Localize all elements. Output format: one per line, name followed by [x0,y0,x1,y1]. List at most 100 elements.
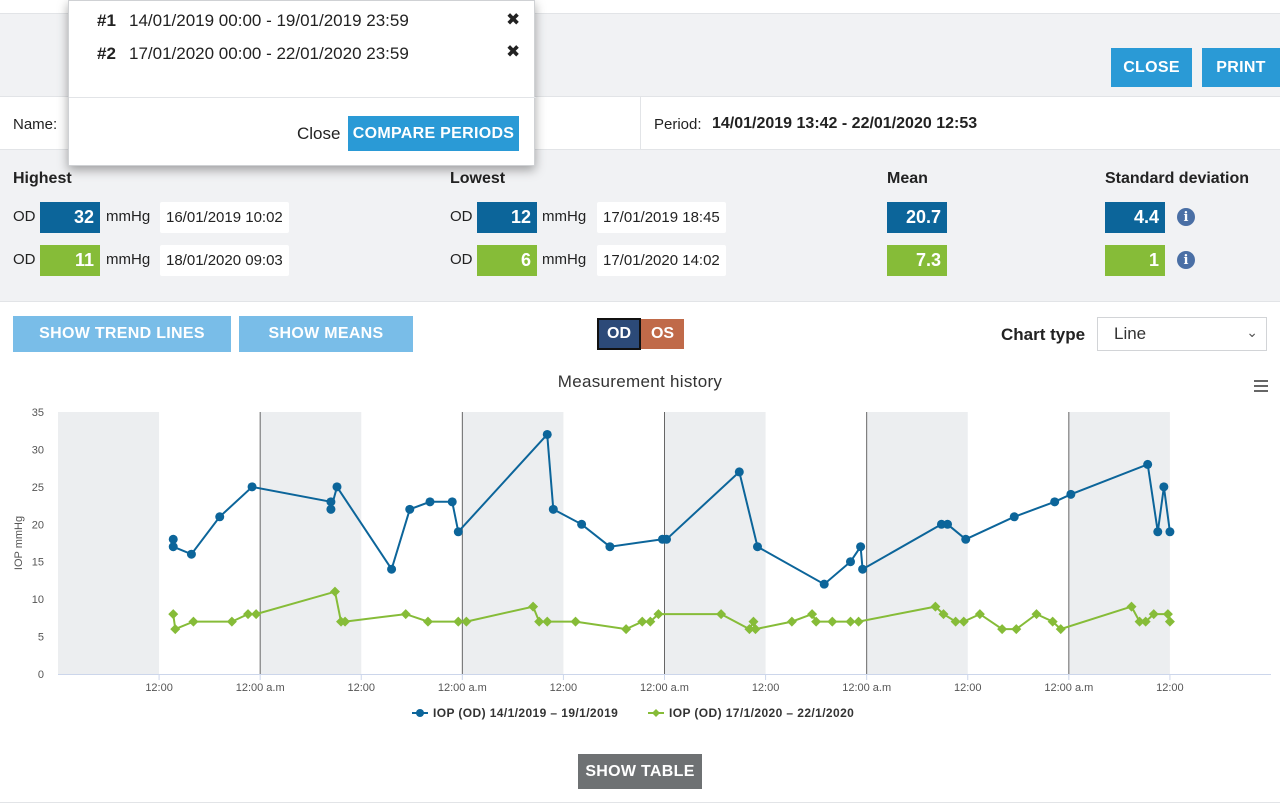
info-icon[interactable]: i [1177,251,1195,269]
data-point-2 [637,616,648,627]
show-trend-lines-button[interactable]: SHOW TREND LINES [13,316,231,352]
lowest-eye-2: OD [450,251,473,268]
chart-type-select[interactable]: Line ⌄ [1097,317,1267,351]
os-toggle-button[interactable]: OS [641,319,684,349]
show-means-button[interactable]: SHOW MEANS [239,316,413,352]
od-toggle-button[interactable]: OD [597,318,641,350]
y-tick-label: 35 [32,407,44,419]
show-table-button[interactable]: SHOW TABLE [578,754,702,789]
data-point-1 [577,519,587,529]
highest-date-2: 18/01/2020 09:03 [160,245,289,276]
data-point-1 [186,549,196,559]
legend-item-series-2[interactable]: IOP (OD) 17/1/2020 – 22/1/2020 [648,706,854,720]
data-point-1 [168,542,178,552]
lowest-value-2: 6 [477,245,537,276]
data-point-1 [662,534,672,544]
compare-periods-button[interactable]: COMPARE PERIODS [348,116,519,151]
chart-menu-icon[interactable] [1254,380,1268,392]
info-icon[interactable]: i [1177,208,1195,226]
data-point-2 [453,616,464,627]
data-point-1 [734,467,744,477]
plot-band [664,412,766,674]
data-point-1 [405,504,415,514]
data-point-1 [1153,527,1163,537]
eye-toggle: OD OS [597,318,684,350]
legend-item-series-1[interactable]: IOP (OD) 14/1/2019 – 19/1/2019 [412,706,618,720]
plot-band [462,412,564,674]
y-tick-label: 15 [32,557,44,569]
remove-period-icon[interactable]: ✖ [506,42,521,61]
x-tick-label: 12:00 [347,682,375,694]
remove-period-icon[interactable]: ✖ [506,10,521,29]
data-point-1 [943,519,953,529]
highest-heading: Highest [13,170,72,187]
data-point-1 [1159,482,1169,492]
legend-label-1: IOP (OD) 14/1/2019 – 19/1/2019 [433,706,619,720]
data-point-2 [958,616,969,627]
chart-type-label: Chart type [1001,325,1086,344]
close-button[interactable]: CLOSE [1111,48,1192,87]
print-button[interactable]: PRINT [1202,48,1280,87]
data-point-2 [807,609,818,620]
data-point-2 [653,609,664,620]
lowest-eye-1: OD [450,208,473,225]
y-tick-label: 30 [32,444,44,456]
data-point-1 [387,564,397,574]
data-point-1 [247,482,257,492]
x-tick-label: 12:00 [550,682,578,694]
data-point-2 [1140,616,1151,627]
period-row-2: #2 17/01/2020 00:00 - 22/01/2020 23:59 [97,44,409,64]
data-point-1 [1009,512,1019,522]
highest-eye-2: OD [13,251,36,268]
compare-periods-popup: #1 14/01/2019 00:00 - 19/01/2019 23:59 ✖… [68,0,536,166]
x-tick-label: 12:00 [1156,682,1184,694]
data-point-2 [251,609,262,620]
legend-marker-2 [648,709,664,717]
data-point-2 [329,586,340,597]
data-point-2 [400,609,411,620]
data-point-2 [226,616,237,627]
y-tick-label: 0 [38,669,44,681]
data-point-2 [786,616,797,627]
highest-value-1: 32 [40,202,100,233]
data-point-2 [1011,624,1022,635]
lowest-unit-1: mmHg [542,208,587,225]
x-tick-label: 12:00 [145,682,173,694]
period-range-2: 17/01/2020 00:00 - 22/01/2020 23:59 [129,44,409,63]
x-tick-label: 12:00 [954,682,982,694]
period-range-1: 14/01/2019 00:00 - 19/01/2019 23:59 [129,11,409,30]
x-tick-label: 12:00 a.m [438,682,487,694]
chart-title: Measurement history [557,372,723,391]
statistics-panel: Highest Lowest Mean Standard deviation O… [0,150,1280,302]
data-point-2 [168,609,179,620]
data-point-2 [422,616,433,627]
chevron-down-icon: ⌄ [1246,324,1258,340]
std-value-2: 1 [1105,245,1165,276]
data-point-2 [528,601,539,612]
lowest-unit-2: mmHg [542,251,587,268]
period-value: 14/01/2019 13:42 - 22/01/2020 12:53 [712,115,978,132]
data-point-1 [1050,497,1060,507]
name-label: Name: [13,116,58,133]
info-divider [640,97,641,151]
data-point-2 [534,616,545,627]
data-point-2 [621,624,632,635]
data-point-2 [1164,616,1175,627]
lowest-date-1: 17/01/2019 18:45 [597,202,726,233]
plot-band [58,412,160,674]
y-tick-label: 25 [32,482,44,494]
data-point-2 [974,609,985,620]
popup-close-link[interactable]: Close [297,124,341,143]
y-tick-label: 5 [38,632,44,644]
data-point-2 [1126,601,1137,612]
data-point-2 [188,616,199,627]
data-point-2 [1162,609,1173,620]
popup-divider [69,97,536,98]
plot-band [1068,412,1170,674]
data-point-1 [542,429,552,439]
mean-value-1: 20.7 [887,202,947,233]
highest-eye-1: OD [13,208,36,225]
data-point-1 [605,542,615,552]
mean-value-2: 7.3 [887,245,947,276]
data-point-2 [938,609,949,620]
